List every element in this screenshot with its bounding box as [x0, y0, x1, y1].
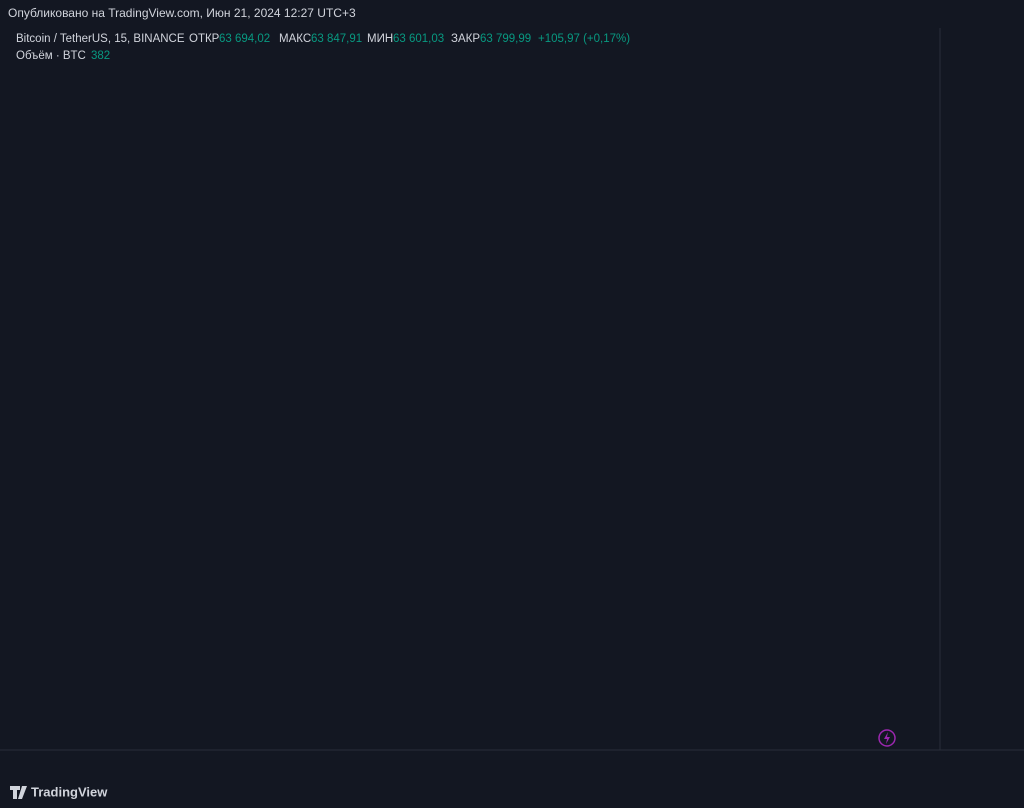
legend-volume: 382 [91, 50, 110, 62]
legend-title: Bitcoin / TetherUS, 15, BINANCE [16, 33, 185, 45]
legend-low: 63 601,03 [393, 33, 444, 45]
footer-brand: TradingView [31, 784, 108, 799]
published: Опубликовано на TradingView.com, Июн 21,… [8, 6, 356, 20]
legend-open: 63 694,02 [219, 33, 270, 45]
legend-high: 63 847,91 [311, 33, 362, 45]
legend: Bitcoin / TetherUS, 15, BINANCE ОТКР 63 … [16, 33, 630, 62]
legend-volume-label: Объём · BTC [16, 50, 86, 62]
alert-icon-bolt [884, 732, 890, 744]
alert-icon[interactable] [878, 729, 896, 747]
legend-change: +105,97 (+0,17%) [538, 33, 630, 45]
legend-close-label: ЗАКР [451, 33, 480, 45]
legend-open-label: ОТКР [189, 33, 220, 45]
legend-high-label: МАКС [279, 33, 311, 45]
footer-logo [10, 786, 27, 799]
legend-close: 63 799,99 [480, 33, 531, 45]
legend-low-label: МИН [367, 33, 393, 45]
